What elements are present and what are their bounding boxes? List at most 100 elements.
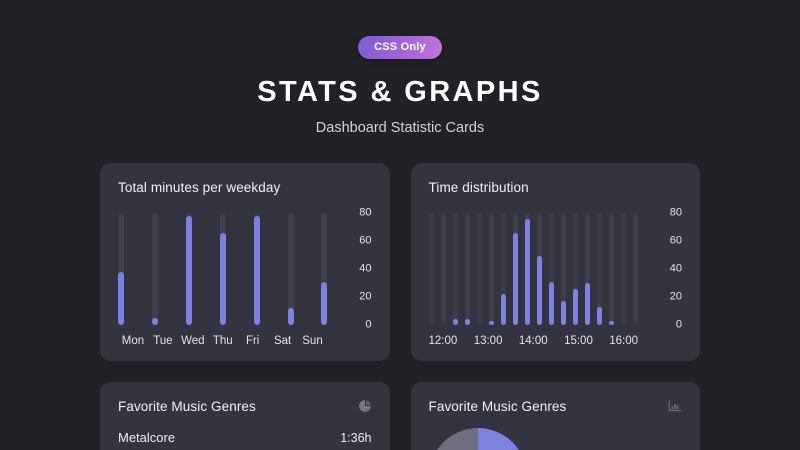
bar-track (185, 213, 192, 325)
bar-fill (572, 288, 578, 325)
cards-grid: Total minutes per weekday 80 60 40 20 0 Mon T… (100, 163, 700, 450)
bar-fill (151, 318, 158, 325)
bar-column (500, 213, 506, 325)
x-axis-tick: Mon (121, 335, 145, 347)
bar-chart-icon[interactable] (668, 399, 682, 413)
bar-fill (185, 215, 192, 325)
x-axis-tick: Sun (302, 335, 323, 347)
bar-column (118, 213, 124, 325)
bar-track (620, 213, 626, 325)
bar-column (584, 213, 590, 325)
genre-duration: 1:36h (340, 431, 372, 445)
x-axis-spacer (548, 335, 564, 347)
x-axis-tick: 13:00 (473, 335, 503, 347)
card-title: Favorite Music Genres (118, 399, 256, 414)
bar-fill (321, 281, 328, 325)
bar-column (253, 213, 260, 325)
y-axis-tick: 0 (675, 318, 682, 331)
x-axis-tick: Sat (273, 335, 292, 347)
bar-column (219, 213, 226, 325)
bar-column (428, 213, 434, 325)
bar-track (584, 213, 590, 325)
bar-fill (287, 308, 294, 325)
card-header: Favorite Music Genres (118, 399, 372, 414)
bar-track (151, 213, 158, 325)
bar-column (524, 213, 530, 325)
time-bar-chart: 80 60 40 20 0 (428, 207, 682, 330)
card-title: Favorite Music Genres (428, 399, 567, 414)
bar-track (632, 213, 638, 325)
bar-track (253, 213, 260, 325)
bar-fill (464, 319, 470, 325)
x-axis-tick: 15:00 (564, 335, 593, 347)
page-header: CSS Only STATS & GRAPHS Dashboard Statis… (100, 0, 700, 136)
bar-fill (219, 232, 226, 325)
bar-track (524, 213, 530, 325)
weekday-y-axis: 80 60 40 20 0 (338, 207, 372, 330)
x-axis-tick: 12:00 (428, 335, 458, 347)
weekday-bar-chart: 80 60 40 20 0 (118, 207, 372, 330)
y-axis-tick: 20 (359, 290, 372, 303)
y-axis-tick: 60 (669, 234, 682, 247)
page-title: STATS & GRAPHS (257, 76, 543, 108)
bar-fill (253, 215, 260, 325)
bar-track (428, 213, 434, 325)
bar-column (548, 213, 554, 325)
bar-fill (452, 319, 458, 325)
card-header: Favorite Music Genres (429, 399, 683, 414)
y-axis-tick: 80 (359, 206, 372, 219)
bar-column (151, 213, 158, 325)
pie-chart-area: Metalcore (428, 428, 683, 450)
bar-track (118, 213, 124, 325)
css-only-badge: CSS Only (358, 36, 442, 59)
bar-track (572, 213, 578, 325)
genre-name: Metalcore (118, 430, 176, 445)
bar-column (321, 213, 328, 325)
bar-fill (584, 283, 590, 325)
card-time-distribution: Time distribution 80 60 40 20 0 12:00 13:00 14… (410, 163, 700, 361)
card-favorite-music-genres-list: Favorite Music Genres Metalcore 1:36h (100, 382, 390, 450)
bar-column (620, 213, 626, 325)
y-axis-tick: 40 (359, 262, 372, 275)
pie-legend: Metalcore (545, 428, 624, 450)
genre-list: Metalcore 1:36h (118, 430, 372, 450)
bar-column (464, 213, 470, 325)
time-plot-area (428, 213, 639, 325)
x-axis-tick: Wed (181, 335, 205, 347)
bar-fill (536, 256, 542, 325)
card-header: Time distribution (429, 180, 683, 195)
bar-track (488, 213, 494, 325)
x-axis-spacer (593, 335, 609, 347)
weekday-x-axis: Mon Tue Wed Thu Fri Sat Sun (118, 335, 372, 347)
bar-track (476, 213, 482, 325)
bar-track (452, 213, 458, 325)
weekday-plot-area (118, 213, 328, 325)
y-axis-tick: 40 (669, 262, 682, 275)
x-axis-spacer (502, 335, 518, 347)
bar-fill (524, 218, 530, 325)
y-axis-tick: 20 (669, 290, 682, 303)
card-title: Time distribution (428, 180, 529, 195)
bar-column (572, 213, 578, 325)
time-y-axis: 80 60 40 20 0 (648, 207, 682, 330)
time-x-axis: 12:00 13:00 14:00 15:00 16:00 (429, 335, 683, 347)
x-axis-tick: Tue (153, 335, 173, 347)
bar-column (560, 213, 566, 325)
bar-track (500, 213, 506, 325)
bar-column (536, 213, 542, 325)
bar-column (440, 213, 446, 325)
y-axis-tick: 0 (365, 318, 372, 331)
x-axis-tick: Fri (245, 335, 260, 347)
bar-column (185, 213, 192, 325)
bar-column (488, 213, 494, 325)
bar-track (321, 213, 328, 325)
bar-track (219, 213, 226, 325)
y-axis-tick: 80 (669, 206, 682, 219)
bar-column (452, 213, 458, 325)
y-axis-tick: 60 (359, 234, 372, 247)
bar-fill (500, 294, 506, 325)
x-axis-tick: 16:00 (609, 335, 639, 347)
pie-chart-icon[interactable] (358, 399, 372, 413)
bar-fill (512, 232, 518, 325)
x-axis-spacer (457, 335, 473, 347)
